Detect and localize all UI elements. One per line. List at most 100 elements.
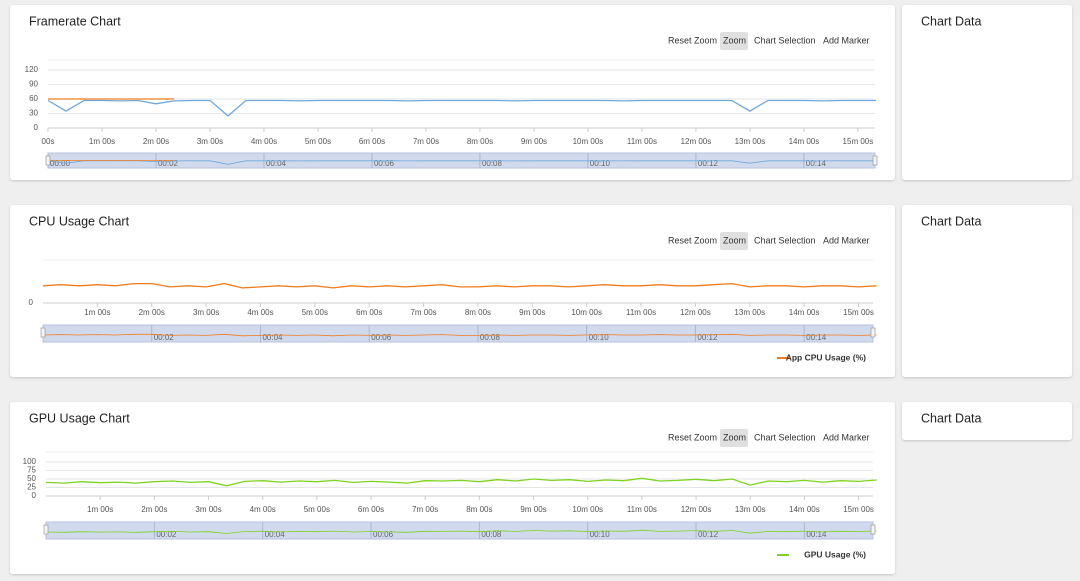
nav-tick-label: 00:14 (806, 333, 827, 342)
x-tick-label: 2m 00s (139, 308, 165, 317)
y-tick-label: 0 (34, 123, 39, 132)
x-tick-label: 15m 00s (843, 137, 874, 146)
chart-title: GPU Usage Chart (29, 411, 130, 425)
series-line (47, 99, 876, 117)
x-tick-label: 1m 00s (84, 308, 110, 317)
nav-tick-label: 00:04 (262, 333, 283, 342)
tool-active-bg (720, 232, 748, 250)
x-tick-label: 4m 00s (247, 308, 273, 317)
x-tick-label: 8m 00s (466, 505, 492, 514)
x-tick-label: 00s (42, 137, 55, 146)
nav-tick-label: 00:14 (806, 530, 827, 539)
navigator-handle[interactable] (870, 524, 876, 535)
y-tick-label: 100 (23, 457, 37, 466)
toolbar-button[interactable]: Reset Zoom (668, 35, 717, 45)
legend-label[interactable]: GPU Usage (%) (804, 549, 866, 559)
series-line (45, 477, 877, 487)
toolbar-button[interactable]: Chart Selection (754, 35, 816, 45)
x-tick-label: 9m 00s (521, 137, 547, 146)
x-tick-label: 12m 00s (681, 505, 712, 514)
nav-tick-label: 00:10 (590, 159, 611, 168)
chart-card (10, 5, 895, 180)
x-tick-label: 11m 00s (627, 137, 657, 146)
navigator-handle[interactable] (872, 155, 878, 166)
toolbar-button[interactable]: Reset Zoom (668, 235, 717, 245)
side-title: Chart Data (921, 411, 981, 425)
toolbar-button[interactable]: Zoom (723, 432, 746, 442)
nav-tick-label: 00:10 (590, 530, 611, 539)
navigator-line (45, 529, 877, 534)
x-tick-label: 1m 00s (89, 137, 115, 146)
y-tick-label: 0 (29, 298, 34, 307)
x-tick-label: 15m 00s (843, 308, 874, 317)
navigator-line (47, 160, 876, 165)
nav-tick-label: 00:12 (698, 530, 719, 539)
y-tick-label: 60 (29, 94, 38, 103)
nav-tick-label: 00:06 (373, 530, 394, 539)
toolbar-button[interactable]: Zoom (723, 35, 746, 45)
nav-tick-label: 00:02 (156, 530, 177, 539)
tool-active-bg (720, 429, 748, 447)
legend-label[interactable]: App CPU Usage (%) (786, 352, 866, 362)
x-tick-label: 14m 00s (789, 137, 820, 146)
nav-tick-label: 00:10 (589, 333, 610, 342)
nav-tick-label: 00:02 (154, 333, 175, 342)
nav-tick-label: 00:06 (371, 333, 392, 342)
x-tick-label: 2m 00s (143, 137, 169, 146)
nav-tick-label: 00:04 (265, 530, 286, 539)
x-tick-label: 8m 00s (467, 137, 493, 146)
toolbar-button[interactable]: Chart Selection (754, 432, 816, 442)
toolbar-button[interactable]: Add Marker (823, 35, 870, 45)
x-tick-label: 14m 00s (789, 308, 820, 317)
x-tick-label: 12m 00s (681, 137, 712, 146)
x-tick-label: 3m 00s (193, 308, 219, 317)
y-tick-label: 75 (27, 466, 36, 475)
toolbar-button[interactable]: Reset Zoom (668, 432, 717, 442)
toolbar-button[interactable]: Add Marker (823, 432, 870, 442)
series-line (42, 282, 877, 289)
x-tick-label: 3m 00s (197, 137, 223, 146)
x-tick-label: 6m 00s (359, 137, 385, 146)
nav-tick-label: 00:08 (481, 530, 502, 539)
x-tick-label: 10m 00s (573, 137, 604, 146)
x-tick-label: 11m 00s (626, 308, 656, 317)
y-tick-label: 90 (29, 80, 38, 89)
chart-title: CPU Usage Chart (29, 214, 130, 228)
x-tick-label: 13m 00s (735, 505, 766, 514)
navigator-line (42, 333, 877, 337)
x-tick-label: 5m 00s (304, 505, 330, 514)
side-card (902, 5, 1072, 180)
x-tick-label: 6m 00s (358, 505, 384, 514)
x-tick-label: 14m 00s (789, 505, 820, 514)
y-tick-label: 120 (25, 65, 39, 74)
nav-tick-label: 00:08 (480, 333, 501, 342)
nav-tick-label: 00:12 (697, 333, 718, 342)
navigator-handle[interactable] (870, 327, 876, 338)
x-tick-label: 7m 00s (412, 505, 438, 514)
x-tick-label: 4m 00s (251, 137, 277, 146)
navigator-handle[interactable] (43, 524, 49, 535)
x-tick-label: 15m 00s (843, 505, 874, 514)
y-tick-label: 50 (27, 474, 36, 483)
x-tick-label: 10m 00s (571, 308, 602, 317)
tool-active-bg (720, 32, 748, 50)
navigator-handle[interactable] (40, 327, 46, 338)
x-tick-label: 10m 00s (572, 505, 603, 514)
x-tick-label: 4m 00s (250, 505, 276, 514)
x-tick-label: 7m 00s (410, 308, 436, 317)
nav-tick-label: 00:14 (806, 159, 827, 168)
nav-tick-label: 00:08 (482, 159, 503, 168)
nav-tick-label: 00:06 (374, 159, 395, 168)
toolbar-button[interactable]: Chart Selection (754, 235, 816, 245)
chart-card (10, 205, 895, 377)
side-card (902, 402, 1072, 440)
toolbar-button[interactable]: Zoom (723, 235, 746, 245)
x-tick-label: 5m 00s (305, 137, 331, 146)
side-title: Chart Data (921, 214, 981, 228)
navigator-handle[interactable] (45, 155, 51, 166)
nav-tick-label: 00:12 (698, 159, 719, 168)
side-card (902, 205, 1072, 377)
chart-title: Framerate Chart (29, 14, 121, 28)
toolbar-button[interactable]: Add Marker (823, 235, 870, 245)
